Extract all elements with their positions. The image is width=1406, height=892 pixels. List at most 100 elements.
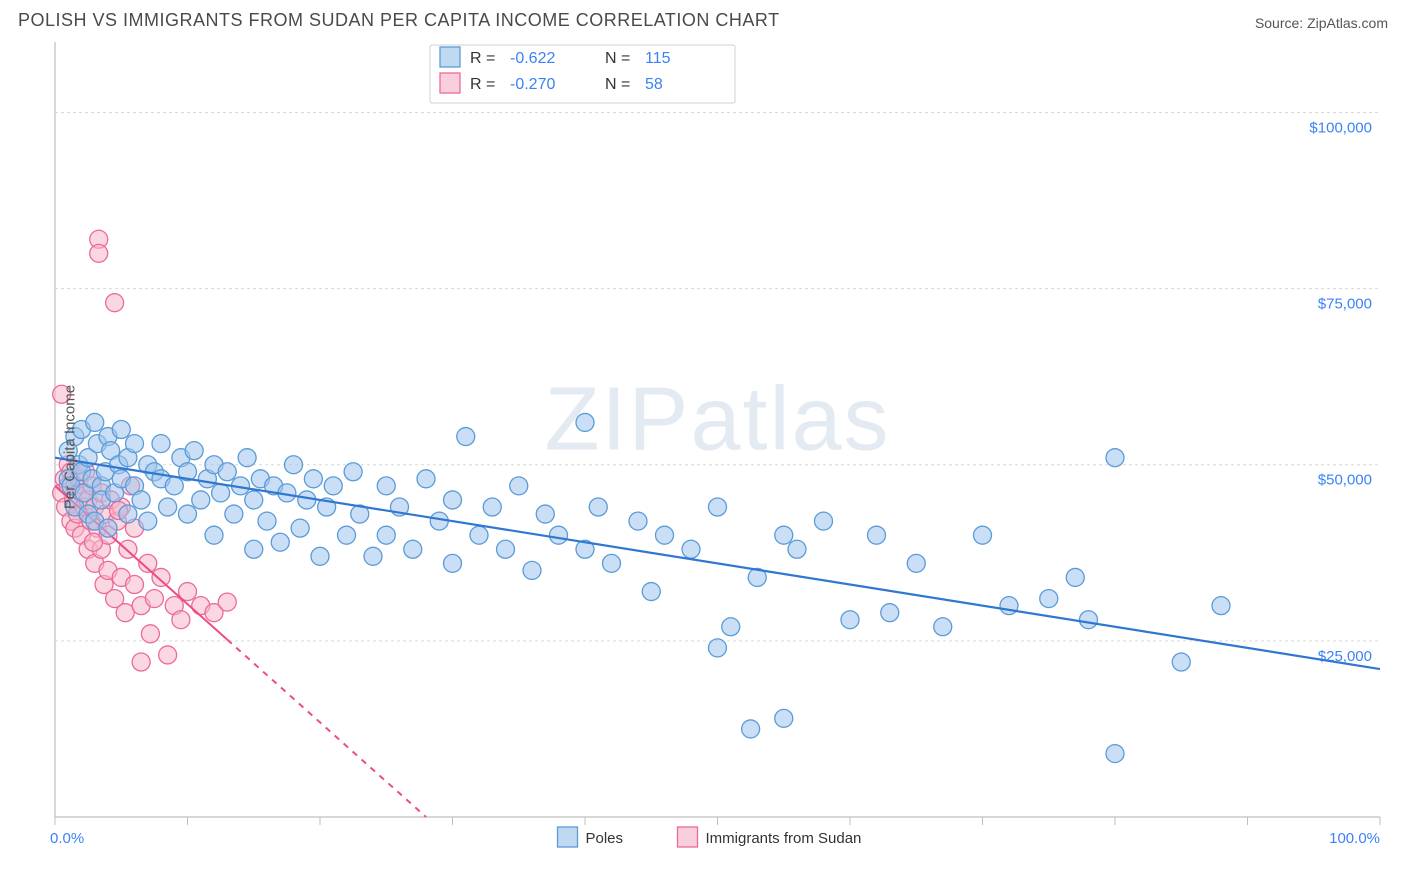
legend-label: Poles — [586, 830, 624, 847]
data-point — [589, 498, 607, 516]
data-point — [106, 294, 124, 312]
data-point — [709, 639, 727, 657]
data-point — [271, 533, 289, 551]
data-point — [126, 435, 144, 453]
data-point — [172, 611, 190, 629]
data-point — [722, 618, 740, 636]
data-point — [99, 519, 117, 537]
y-tick-label: $25,000 — [1318, 648, 1372, 665]
data-point — [629, 512, 647, 530]
data-point — [377, 477, 395, 495]
legend-label: Immigrants from Sudan — [706, 830, 862, 847]
chart-area: Per Capita Income $25,000$50,000$75,000$… — [0, 37, 1406, 857]
data-point — [245, 491, 263, 509]
data-point — [682, 540, 700, 558]
legend-r-value: -0.270 — [510, 76, 555, 93]
legend-n-value: 115 — [645, 50, 671, 67]
data-point — [165, 477, 183, 495]
data-point — [642, 583, 660, 601]
data-point — [132, 491, 150, 509]
legend-swatch — [678, 827, 698, 847]
data-point — [815, 512, 833, 530]
data-point — [86, 413, 104, 431]
data-point — [1106, 449, 1124, 467]
data-point — [656, 526, 674, 544]
y-tick-label: $50,000 — [1318, 472, 1372, 489]
data-point — [258, 512, 276, 530]
legend-swatch — [440, 47, 460, 67]
data-point — [205, 526, 223, 544]
y-axis-label: Per Capita Income — [62, 385, 79, 509]
data-point — [112, 421, 130, 439]
x-max-label: 100.0% — [1329, 830, 1380, 847]
data-point — [139, 512, 157, 530]
data-point — [159, 646, 177, 664]
data-point — [483, 498, 501, 516]
data-point — [536, 505, 554, 523]
data-point — [841, 611, 859, 629]
data-point — [152, 568, 170, 586]
data-point — [159, 498, 177, 516]
data-point — [218, 593, 236, 611]
series-legend: Poles Immigrants from Sudan — [558, 827, 862, 847]
data-point — [576, 413, 594, 431]
data-point — [742, 720, 760, 738]
data-point — [338, 526, 356, 544]
data-point — [1172, 653, 1190, 671]
data-point — [145, 590, 163, 608]
data-point — [126, 576, 144, 594]
data-point — [245, 540, 263, 558]
data-point — [132, 653, 150, 671]
data-point — [344, 463, 362, 481]
data-point — [238, 449, 256, 467]
data-point — [523, 561, 541, 579]
data-point — [868, 526, 886, 544]
legend-r-label: R = — [470, 50, 495, 67]
data-point — [192, 491, 210, 509]
data-point — [119, 505, 137, 523]
legend-r-label: R = — [470, 76, 495, 93]
stats-legend: R =-0.622N =115R =-0.270N =58 — [430, 45, 735, 103]
data-point — [457, 428, 475, 446]
watermark: ZIPatlas — [544, 370, 890, 470]
data-point — [364, 547, 382, 565]
data-point — [141, 625, 159, 643]
data-point — [1106, 745, 1124, 763]
y-tick-label: $75,000 — [1318, 296, 1372, 313]
legend-n-value: 58 — [645, 76, 663, 93]
data-point — [709, 498, 727, 516]
data-point — [311, 547, 329, 565]
data-point — [775, 709, 793, 727]
data-point — [775, 526, 793, 544]
data-point — [444, 491, 462, 509]
data-point — [417, 470, 435, 488]
data-point — [377, 526, 395, 544]
data-point — [934, 618, 952, 636]
data-point — [1066, 568, 1084, 586]
scatter-chart: $25,000 $50,000 $75,000 $100,000 ZIPatlas R =… — [0, 37, 1406, 857]
legend-swatch — [558, 827, 578, 847]
data-point — [152, 435, 170, 453]
data-point — [225, 505, 243, 523]
data-point — [1040, 590, 1058, 608]
source-label: Source: ZipAtlas.com — [1255, 15, 1388, 31]
chart-title: POLISH VS IMMIGRANTS FROM SUDAN PER CAPI… — [18, 10, 780, 31]
data-point — [218, 463, 236, 481]
legend-r-value: -0.622 — [510, 50, 555, 67]
data-point — [788, 540, 806, 558]
data-point — [974, 526, 992, 544]
legend-swatch — [440, 73, 460, 93]
data-point — [179, 505, 197, 523]
data-point — [881, 604, 899, 622]
trend-line-dashed — [227, 640, 426, 817]
data-point — [291, 519, 309, 537]
data-point — [470, 526, 488, 544]
data-point — [603, 554, 621, 572]
y-tick-label: $100,000 — [1309, 119, 1372, 136]
legend-n-label: N = — [605, 76, 630, 93]
data-point — [444, 554, 462, 572]
data-point — [497, 540, 515, 558]
data-point — [550, 526, 568, 544]
trend-line — [55, 458, 1380, 669]
data-point — [404, 540, 422, 558]
